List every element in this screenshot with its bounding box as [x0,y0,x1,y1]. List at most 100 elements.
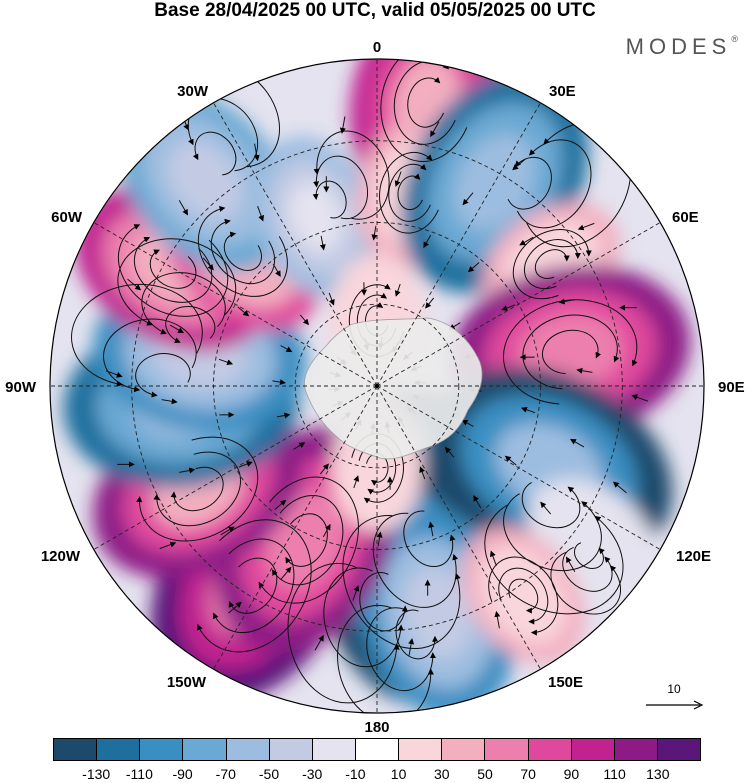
streamline [337,604,434,713]
wind-vector [328,292,335,306]
colorbar-swatch [269,739,313,760]
streamline [372,512,459,608]
wind-vector [376,531,383,547]
streamline [550,551,622,615]
colorbar-tick-label: 10 [390,766,407,782]
anomaly-cell [288,181,343,253]
lon-label-120e: 120E [676,548,711,565]
polar-stereographic-map: 0 30E 60E 90E 120E 150E 180 150W 120W 90… [5,39,745,735]
streamline [210,218,275,285]
streamline [388,163,431,222]
streamline [534,249,570,279]
wind-vector [577,222,595,231]
reference-arrow-icon [646,700,704,710]
colorbar [53,738,701,761]
colorbar-tick-label: 110 [603,766,626,782]
colorbar-swatch [485,739,529,760]
colorbar-swatch [528,739,572,760]
lon-label-90e: 90E [718,379,745,396]
wind-vector [220,526,235,536]
map-title: Base 28/04/2025 00 UTC, valid 05/05/2025… [154,0,596,21]
colorbar-tick-label: 50 [477,766,493,782]
streamline [133,236,213,303]
wind-vector [467,262,480,273]
streamline [379,151,439,234]
streamline [498,567,549,625]
wind-vector [237,306,250,317]
wind-vector [566,556,576,573]
meridian-line [93,385,378,550]
wind-vector [202,257,214,271]
wind-vector [576,367,593,374]
colorbar-swatch [183,739,227,760]
lon-label-0: 0 [373,39,381,56]
wind-vector [504,455,517,466]
colorbar-swatch [399,739,443,760]
streamline [502,299,638,405]
lon-label-30e: 30E [549,83,576,100]
wind-vector [169,324,185,334]
streamline [524,239,581,290]
colorbar-tick-label: -90 [172,766,193,782]
lon-label-90w: 90W [5,379,37,396]
meridian-line [93,222,378,387]
wind-vector [394,171,402,187]
wind-vector [178,199,188,216]
wind-vector [276,412,291,419]
wind-vector [228,601,242,614]
streamline [395,609,439,660]
lon-label-60e: 60E [672,209,699,226]
wind-vector [322,523,331,538]
streamline [170,466,224,512]
streamline [403,510,456,568]
wind-vector [218,358,234,366]
streamline [522,314,620,390]
anomaly-cell [403,567,473,660]
wind-vector [408,638,415,656]
streamline [488,556,559,636]
streamline [397,173,423,211]
wind-vector [161,398,178,405]
streamline [153,451,242,527]
streamline [103,318,197,393]
wind-vector [352,585,360,601]
streamline [135,353,191,398]
wind-vector [299,314,310,326]
streamline [359,572,408,632]
streamline [272,494,344,586]
wind-vector [631,394,649,402]
lon-label-180: 180 [364,719,389,735]
wind-vector [179,467,196,474]
colorbar-tick-label: 70 [520,766,536,782]
wind-vector [512,158,526,171]
streamline [313,155,369,220]
wind-vector [473,495,482,509]
wind-vector [253,143,260,162]
wind-vector [461,419,474,427]
wind-vector [558,298,575,305]
reference-vector: 10 [644,682,704,712]
meridian-line [376,222,661,387]
meridian-line [376,102,541,387]
wind-vector [353,475,360,489]
colorbar-tick-label: -130 [82,766,111,782]
streamline [197,519,312,653]
streamline [287,562,400,704]
lon-label-30w: 30W [177,83,209,100]
streamline [149,249,197,289]
wind-vector [501,304,516,311]
reference-vector-label: 10 [667,682,681,696]
wind-vector [257,206,264,222]
streamline [342,515,461,650]
anomaly-field [63,59,691,713]
wind-vector [314,634,324,651]
wind-vector [425,297,435,309]
wind-vector [319,235,326,251]
lon-label-120w: 120W [41,548,81,565]
colorbar-swatch [355,739,400,760]
wind-vector [540,501,552,515]
colorbar-swatch [97,739,141,760]
wind-vector [428,521,435,537]
streamline [71,283,203,387]
streamline [136,436,259,542]
